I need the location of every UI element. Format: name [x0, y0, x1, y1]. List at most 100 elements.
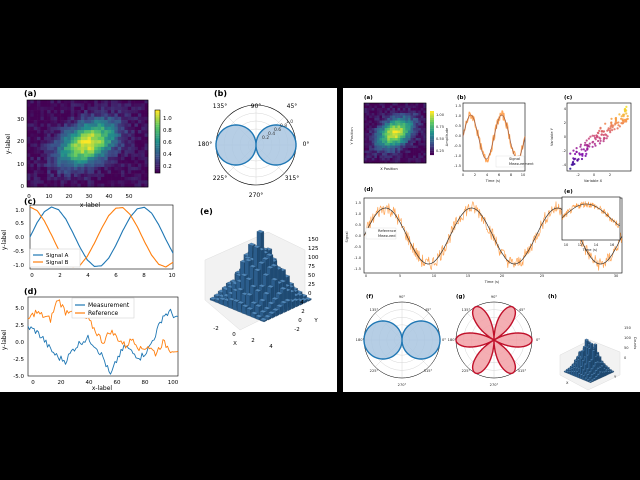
heatmap-cell: [43, 133, 48, 138]
scatter-point: [585, 139, 588, 142]
heatmap-cell: [97, 183, 102, 188]
bar3d: [275, 304, 284, 308]
heatmap-cell: [415, 110, 419, 114]
heatmap-cell: [67, 153, 71, 158]
heatmap-cell: [43, 100, 48, 104]
bar3d: [600, 371, 603, 379]
heatmap-cell: [364, 123, 367, 126]
bar3d: [249, 264, 257, 268]
heatmap-cell: [405, 115, 409, 119]
heatmap-cell: [117, 136, 122, 141]
heatmap-cell: [111, 176, 115, 181]
heatmap-cell: [371, 105, 375, 109]
heatmap-cell: [100, 163, 105, 168]
heatmap-cell: [376, 143, 380, 146]
scatter-point: [602, 140, 605, 143]
heatmap-cell: [97, 110, 102, 114]
heatmap-cell: [392, 110, 396, 114]
right-c-ytick: 0: [564, 135, 567, 139]
heatmap-cell: [134, 183, 139, 188]
heatmap-cell: [111, 103, 115, 107]
heatmap-cell: [376, 125, 380, 129]
panel-e-ztick: 75: [308, 264, 315, 270]
heatmap-cell: [111, 126, 115, 131]
heatmap-cell: [121, 133, 125, 138]
right-panel-h-tag: (h): [548, 294, 557, 300]
panel-c-ylabel: y-label: [1, 230, 8, 250]
heatmap-cell: [407, 130, 411, 134]
heatmap-cell: [374, 130, 378, 134]
heatmap-cell: [141, 103, 145, 107]
heatmap-cell: [53, 146, 58, 151]
heatmap-cell: [50, 113, 55, 118]
heatmap-cell: [50, 160, 55, 164]
heatmap-cell: [392, 140, 396, 144]
heatmap-cell: [410, 145, 414, 149]
heatmap-cell: [33, 143, 38, 148]
heatmap-cell: [30, 133, 35, 138]
heatmap-cell: [413, 158, 416, 161]
heatmap-cell: [94, 120, 98, 124]
right-h-ztick: 0: [624, 356, 627, 360]
heatmap-cell: [63, 180, 68, 184]
colorbar-segment: [430, 113, 434, 116]
heatmap-cell: [410, 103, 414, 106]
heatmap-cell: [389, 108, 393, 111]
heatmap-cell: [53, 140, 58, 144]
heatmap-cell: [415, 128, 419, 131]
panel-c-xtick: 4: [86, 273, 90, 279]
heatmap-cell: [80, 173, 85, 178]
heatmap-cell: [37, 160, 41, 164]
heatmap-cell: [127, 163, 132, 168]
heatmap-cell: [60, 176, 65, 181]
heatmap-cell: [60, 136, 65, 141]
heatmap-cell: [400, 133, 404, 136]
heatmap-cell: [94, 140, 98, 144]
heatmap-cell: [389, 118, 393, 121]
heatmap-cell: [364, 128, 367, 131]
heatmap-cell: [407, 118, 411, 121]
heatmap-cell: [418, 140, 422, 144]
heatmap-cell: [364, 130, 367, 134]
heatmap-cell: [117, 100, 122, 104]
heatmap-cell: [40, 130, 45, 134]
scatter-point: [584, 141, 587, 144]
heatmap-cell: [402, 125, 406, 129]
heatmap-cell: [90, 110, 95, 114]
panel-a-cbar-tick: 0.8: [163, 128, 172, 134]
heatmap-cell: [114, 150, 119, 154]
heatmap-cell: [50, 166, 55, 171]
heatmap-cell: [121, 166, 125, 171]
scatter-point: [579, 143, 583, 146]
right-panel-e-tag: (e): [564, 189, 573, 195]
right-c-xtick: 2: [609, 173, 611, 177]
heatmap-cell: [405, 105, 409, 109]
heatmap-cell: [121, 126, 125, 131]
heatmap-cell: [376, 105, 380, 109]
heatmap-cell: [107, 163, 112, 168]
heatmap-cell: [131, 120, 135, 124]
heatmap-cell: [382, 133, 385, 136]
bar3d: [262, 291, 271, 295]
heatmap-cell: [70, 100, 75, 104]
heatmap-cell: [77, 143, 82, 148]
heatmap-cell: [80, 120, 85, 124]
heatmap-cell: [369, 103, 373, 106]
right-b-legend-label: Measurement: [509, 162, 534, 166]
heatmap-cell: [131, 136, 135, 141]
heatmap-cell: [100, 176, 105, 181]
heatmap-cell: [84, 170, 88, 174]
heatmap-cell: [84, 163, 88, 168]
scatter-point: [610, 117, 613, 120]
series-line: [27, 308, 179, 375]
heatmap-cell: [117, 123, 122, 128]
heatmap-cell: [47, 173, 51, 178]
heatmap-cell: [84, 130, 88, 134]
heatmap-cell: [413, 123, 416, 126]
colorbar-segment: [430, 122, 434, 125]
heatmap-cell: [371, 158, 375, 161]
heatmap-cell: [379, 118, 383, 121]
heatmap-cell: [413, 155, 416, 159]
heatmap-cell: [387, 158, 391, 161]
